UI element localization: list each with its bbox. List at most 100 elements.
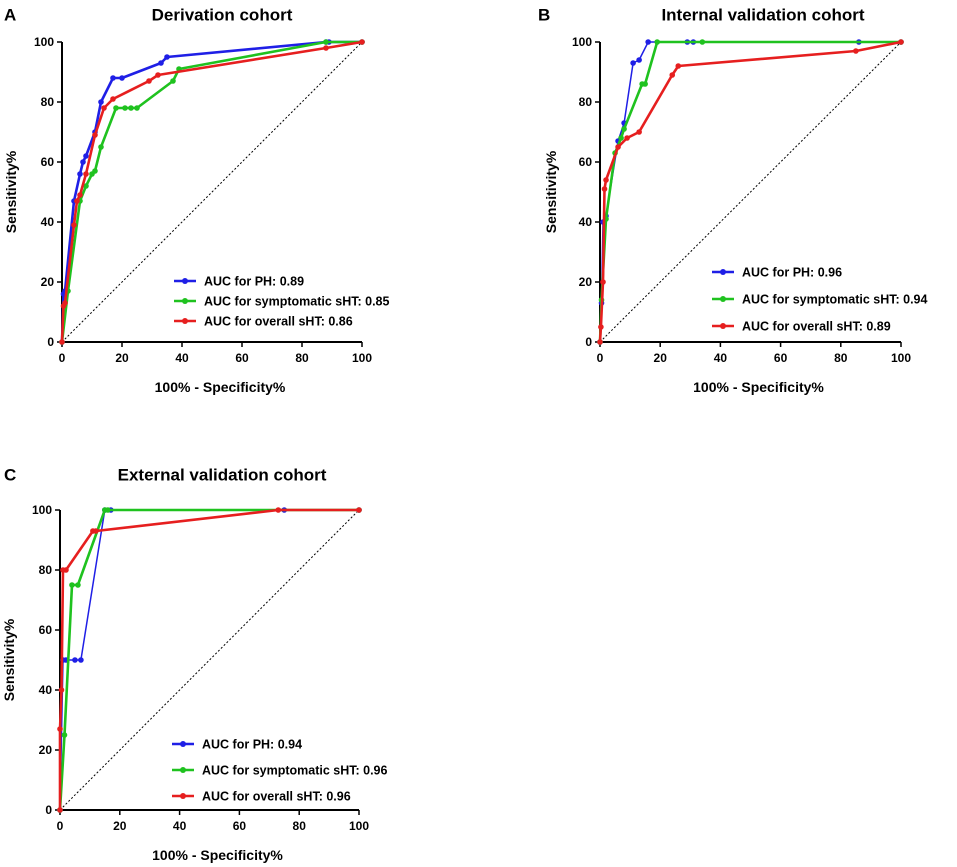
legend-label: AUC for overall sHT: 0.86 (204, 315, 353, 329)
data-point (57, 807, 63, 813)
data-point (63, 567, 69, 573)
y-tick-label: 100 (572, 35, 592, 49)
x-tick-label: 80 (293, 819, 307, 833)
x-axis-label: 100% - Specificity% (155, 379, 286, 395)
legend-label: AUC for PH: 0.94 (202, 738, 302, 752)
data-point (98, 144, 104, 150)
legend: AUC for PH: 0.96 AUC for symptomatic sHT:… (712, 266, 928, 334)
y-tick-label: 60 (39, 623, 53, 637)
y-tick-label: 0 (585, 335, 592, 349)
data-point (93, 528, 99, 534)
y-tick-label: 20 (579, 275, 593, 289)
y-tick-label: 40 (579, 215, 593, 229)
x-tick-label: 40 (714, 351, 728, 365)
data-point (75, 582, 81, 588)
data-point (92, 132, 98, 138)
data-point (636, 57, 642, 63)
legend-label: AUC for PH: 0.96 (742, 266, 842, 280)
data-point (61, 732, 68, 738)
roc-panel-a: A Derivation cohort 0 20 40 60 80 100 0 20 40 60 80 1… (3, 5, 390, 395)
data-point (645, 39, 651, 45)
x-tick-label: 60 (774, 351, 788, 365)
data-point (356, 507, 362, 513)
legend-label: AUC for overall sHT: 0.96 (202, 790, 351, 804)
panel-letter: B (538, 5, 550, 24)
data-point (78, 657, 84, 663)
y-tick-label: 0 (47, 335, 54, 349)
chart-title: External validation cohort (118, 465, 327, 484)
data-point (134, 105, 140, 111)
y-tick-label: 100 (34, 35, 54, 49)
panel-letter: C (4, 465, 16, 484)
legend-swatch-marker (180, 741, 186, 747)
panel-letter: A (4, 5, 16, 24)
data-point (618, 135, 624, 141)
x-tick-label: 40 (175, 351, 189, 365)
legend: AUC for PH: 0.94 AUC for symptomatic sHT:… (172, 738, 388, 804)
y-tick-label: 60 (41, 155, 55, 169)
x-tick-label: 40 (173, 819, 187, 833)
data-point (898, 39, 904, 45)
data-point (323, 39, 329, 45)
data-point (155, 72, 161, 78)
data-point (57, 726, 63, 732)
y-tick-label: 20 (39, 743, 53, 757)
data-point (122, 105, 128, 111)
x-tick-label: 100 (891, 351, 911, 365)
data-point (77, 171, 83, 177)
data-point (128, 105, 134, 111)
y-tick-label: 0 (45, 803, 52, 817)
data-point (630, 60, 636, 66)
data-point (359, 39, 365, 45)
x-tick-label: 60 (233, 819, 247, 833)
chart-title: Internal validation cohort (661, 5, 864, 24)
data-point (101, 105, 107, 111)
series-2 (597, 39, 904, 345)
x-tick-label: 60 (235, 351, 249, 365)
data-point (83, 171, 89, 177)
y-axis-label: Sensitivity% (543, 150, 559, 233)
data-point (77, 192, 83, 198)
data-point (598, 324, 604, 330)
series-2 (59, 39, 365, 345)
data-point (597, 339, 603, 345)
data-point (58, 687, 65, 693)
data-point (98, 99, 104, 105)
data-point (92, 168, 98, 174)
x-tick-label: 0 (57, 819, 64, 833)
data-point (603, 177, 609, 183)
y-axis-label: Sensitivity% (3, 150, 19, 233)
reference-diagonal (599, 41, 902, 343)
x-tick-label: 80 (295, 351, 309, 365)
series-2 (57, 507, 362, 813)
legend-label: AUC for overall sHT: 0.89 (742, 320, 891, 334)
data-point (615, 144, 621, 150)
legend-label: AUC for symptomatic sHT: 0.85 (204, 295, 390, 309)
y-tick-label: 20 (41, 275, 55, 289)
data-point (110, 96, 116, 102)
legend-swatch-marker (720, 323, 726, 329)
x-tick-label: 100 (352, 351, 372, 365)
data-point (164, 54, 170, 60)
y-axis-label: Sensitivity% (1, 618, 17, 701)
data-point (323, 45, 329, 51)
data-point (636, 129, 642, 135)
y-tick-label: 60 (579, 155, 593, 169)
data-point (642, 81, 648, 87)
data-point (83, 153, 89, 159)
legend-label: AUC for PH: 0.89 (204, 275, 304, 289)
x-axis-label: 100% - Specificity% (693, 379, 824, 395)
legend-swatch-marker (180, 767, 186, 773)
data-point (600, 279, 606, 285)
legend-swatch-marker (720, 296, 726, 302)
data-point (624, 135, 630, 141)
data-point (69, 582, 75, 588)
legend-swatch-marker (720, 269, 726, 275)
y-tick-label: 80 (41, 95, 55, 109)
data-point (853, 48, 859, 54)
y-tick-label: 40 (39, 683, 53, 697)
y-tick-label: 100 (32, 503, 52, 517)
x-axis-label: 100% - Specificity% (152, 847, 283, 863)
reference-diagonal (61, 41, 363, 343)
